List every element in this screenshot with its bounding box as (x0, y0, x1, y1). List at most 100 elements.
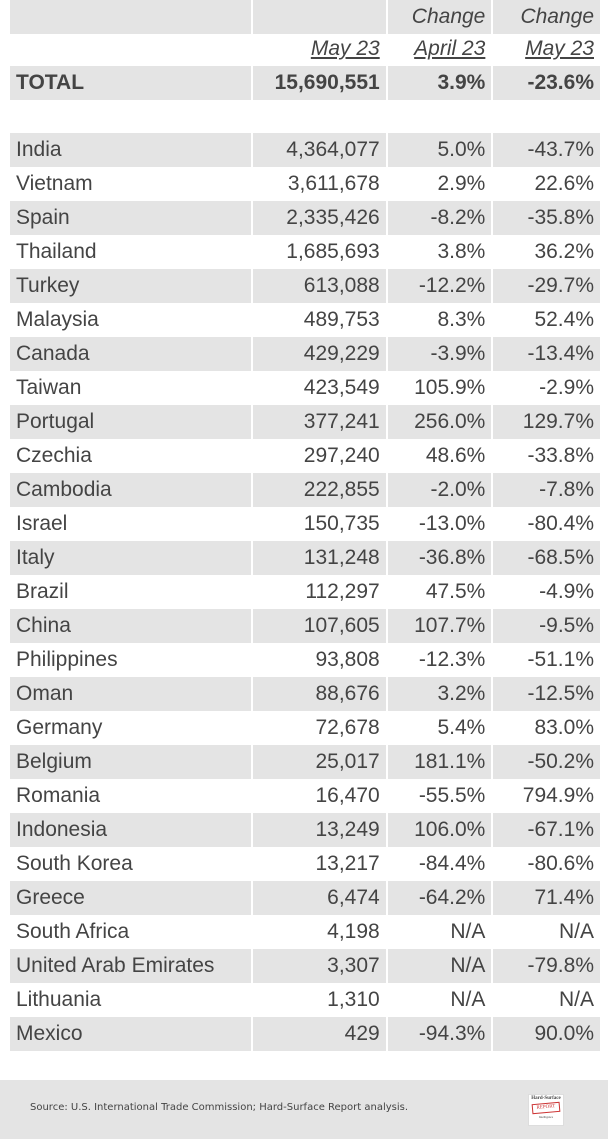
table-row: South Korea 13,217 -84.4% -80.6% (10, 847, 600, 881)
total-change-may: -23.6% (493, 66, 600, 100)
cell-change-may-23: 129.7% (493, 405, 600, 439)
cell-country: Cambodia (10, 473, 252, 507)
cell-shipments-may-23: 13,217 (315, 852, 380, 875)
cell-country: South Africa (16, 920, 130, 943)
cell-shipments-may-23: 423,549 (303, 376, 380, 399)
table-row: Taiwan 423,549 105.9% -2.9% (10, 371, 600, 405)
table-row: Malaysia 489,753 8.3% 52.4% (10, 303, 600, 337)
cell-country: Spain (10, 201, 252, 235)
cell-country: Vietnam (16, 172, 93, 195)
header-april-23: April 23 (414, 37, 486, 60)
cell-change-april-23: N/A (450, 920, 486, 943)
cell-country: China (10, 609, 252, 643)
cell-country: Israel (16, 512, 68, 535)
header-cell (10, 0, 252, 34)
cell-country: Malaysia (16, 308, 99, 331)
cell-change-april-23: N/A (387, 949, 492, 983)
cell-change-april-23: -55.5% (418, 784, 486, 807)
cell-change-april-23: 47.5% (425, 580, 486, 603)
cell-shipments-may-23: 4,364,077 (253, 133, 386, 167)
cell-change-april-23: 48.6% (425, 444, 486, 467)
cell-change-april-23: 5.4% (437, 716, 486, 739)
total-value: 15,690,551 (253, 66, 386, 100)
header-may-23: May 23 (310, 37, 380, 60)
table-row: Canada 429,229 -3.9% -13.4% (10, 337, 600, 371)
cell-change-may-23: -67.1% (493, 813, 600, 847)
cell-change-april-23: 181.1% (387, 745, 492, 779)
cell-change-may-23: -13.4% (493, 337, 600, 371)
cell-change-april-23: 8.3% (437, 308, 486, 331)
cell-shipments-may-23: 489,753 (303, 308, 380, 331)
table-row: Indonesia 13,249 106.0% -67.1% (10, 813, 600, 847)
cell-change-may-23: -50.2% (493, 745, 600, 779)
cell-change-april-23: -12.2% (387, 269, 492, 303)
table-row: Italy 131,248 -36.8% -68.5% (10, 541, 600, 575)
cell-change-april-23: 106.0% (387, 813, 492, 847)
cell-country: India (10, 133, 252, 167)
cell-change-april-23: N/A (450, 988, 486, 1011)
cell-country: Portugal (10, 405, 252, 439)
table-row: Portugal 377,241 256.0% 129.7% (10, 405, 600, 439)
cell-shipments-may-23: 222,855 (253, 473, 386, 507)
total-change-april: 3.9% (387, 66, 492, 100)
cell-shipments-may-23: 1,685,693 (286, 240, 380, 263)
cell-change-april-23: 256.0% (387, 405, 492, 439)
cell-change-april-23: -36.8% (387, 541, 492, 575)
table-row: Spain 2,335,426 -8.2% -35.8% (10, 201, 600, 235)
table-row: Czechia 297,240 48.6% -33.8% (10, 439, 600, 473)
cell-country: Philippines (16, 648, 118, 671)
cell-country: Oman (10, 677, 252, 711)
header-change-may: Change (493, 0, 600, 34)
cell-change-may-23: -7.8% (493, 473, 600, 507)
cell-change-april-23: 2.9% (437, 172, 486, 195)
cell-shipments-may-23: 72,678 (315, 716, 380, 739)
cell-shipments-may-23: 131,248 (253, 541, 386, 575)
header-may-23-change: May 23 (525, 37, 594, 60)
table-row: India 4,364,077 5.0% -43.7% (10, 133, 600, 167)
cell-change-april-23: -84.4% (418, 852, 486, 875)
cell-change-may-23: -33.8% (527, 444, 594, 467)
cell-change-may-23: -2.9% (539, 376, 594, 399)
footer: Source: U.S. International Trade Commiss… (0, 1080, 608, 1139)
cell-shipments-may-23: 297,240 (303, 444, 380, 467)
cell-change-april-23: -3.9% (387, 337, 492, 371)
cell-shipments-may-23: 112,297 (305, 580, 380, 603)
cell-country: United Arab Emirates (10, 949, 252, 983)
cell-country: Turkey (10, 269, 252, 303)
cell-country: Taiwan (16, 376, 82, 399)
table-row: South Africa 4,198 N/A N/A (10, 915, 600, 949)
cell-shipments-may-23: 6,474 (253, 881, 386, 915)
cell-change-april-23: -8.2% (387, 201, 492, 235)
header-change-april: Change (387, 0, 492, 34)
cell-change-may-23: 52.4% (534, 308, 594, 331)
table-row: Turkey 613,088 -12.2% -29.7% (10, 269, 600, 303)
table-row: United Arab Emirates 3,307 N/A -79.8% (10, 949, 600, 983)
cell-change-may-23: -12.5% (493, 677, 600, 711)
cell-change-april-23: -64.2% (387, 881, 492, 915)
cell-country: Czechia (16, 444, 92, 467)
header-cell (253, 0, 386, 34)
header-cell (10, 32, 251, 66)
cell-change-may-23: -80.4% (527, 512, 594, 535)
cell-country: Indonesia (10, 813, 252, 847)
cell-shipments-may-23: 13,249 (253, 813, 386, 847)
table-row: Vietnam 3,611,678 2.9% 22.6% (10, 167, 600, 201)
cell-change-may-23: -4.9% (539, 580, 594, 603)
cell-change-may-23: N/A (558, 920, 594, 943)
cell-country: Canada (10, 337, 252, 371)
cell-country: Greece (10, 881, 252, 915)
cell-shipments-may-23: 2,335,426 (253, 201, 386, 235)
cell-shipments-may-23: 16,470 (315, 784, 380, 807)
table-row: Greece 6,474 -64.2% 71.4% (10, 881, 600, 915)
cell-change-april-23: -12.3% (418, 648, 486, 671)
total-label: TOTAL (10, 66, 252, 100)
cell-shipments-may-23: 4,198 (327, 920, 380, 943)
cell-country: Lithuania (16, 988, 102, 1011)
cell-country: Thailand (16, 240, 97, 263)
cell-change-april-23: 5.0% (387, 133, 492, 167)
table-row: Mexico 429 -94.3% 90.0% (10, 1017, 600, 1051)
cell-shipments-may-23: 613,088 (253, 269, 386, 303)
cell-change-may-23: 90.0% (493, 1017, 600, 1051)
cell-shipments-may-23: 107,605 (253, 609, 386, 643)
cell-change-april-23: -13.0% (418, 512, 486, 535)
